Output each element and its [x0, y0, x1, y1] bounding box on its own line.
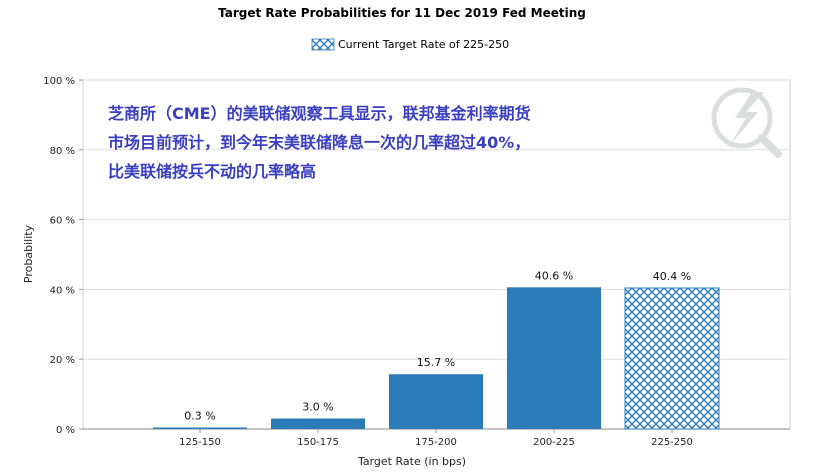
- legend-label: Current Target Rate of 225-250: [338, 38, 509, 51]
- data-label: 40.4 %: [653, 270, 691, 283]
- y-tick-label: 20 %: [50, 355, 75, 366]
- x-tick-label: 200-225: [533, 437, 575, 448]
- data-label: 40.6 %: [535, 269, 573, 282]
- plot-area: 0 % 20 % 40 % 60 % 80 % 100 % 0.3 % 125-150 3.0 …: [43, 76, 791, 448]
- y-axis-title: Probability: [22, 224, 35, 283]
- data-label: 0.3 %: [184, 410, 215, 423]
- chart-title: Target Rate Probabilities for 11 Dec 201…: [218, 6, 586, 20]
- x-axis-title: Target Rate (in bps): [357, 455, 466, 468]
- bar-current-target: [624, 287, 720, 430]
- y-tick-label: 40 %: [50, 285, 75, 296]
- x-tick-label: 175-200: [415, 437, 457, 448]
- x-tick-label: 225-250: [651, 437, 693, 448]
- y-tick-label: 100 %: [43, 76, 75, 87]
- legend-swatch: [311, 38, 335, 51]
- x-tick-label: 125-150: [179, 437, 221, 448]
- annotation-line: 市场目前预计，到今年末美联储降息一次的几率超过40%，: [108, 133, 531, 152]
- watermark-search-icon: [711, 87, 782, 158]
- bar: [507, 287, 601, 429]
- y-tick-label: 60 %: [50, 216, 75, 227]
- bar: [389, 374, 483, 429]
- data-label: 3.0 %: [302, 401, 333, 414]
- annotation-line: 比美联储按兵不动的几率略高: [108, 162, 317, 181]
- data-label: 15.7 %: [417, 356, 455, 369]
- annotation-text: 芝商所（CME）的美联储观察工具显示，联邦基金利率期货 市场目前预计，到今年末美…: [108, 99, 608, 186]
- bar: [153, 427, 247, 429]
- legend: Current Target Rate of 225-250: [311, 38, 509, 51]
- bar: [271, 418, 365, 429]
- y-tick-label: 80 %: [50, 146, 75, 157]
- y-tick-label: 0 %: [56, 425, 75, 436]
- x-tick-label: 150-175: [297, 437, 339, 448]
- annotation-line: 芝商所（CME）的美联储观察工具显示，联邦基金利率期货: [108, 104, 531, 123]
